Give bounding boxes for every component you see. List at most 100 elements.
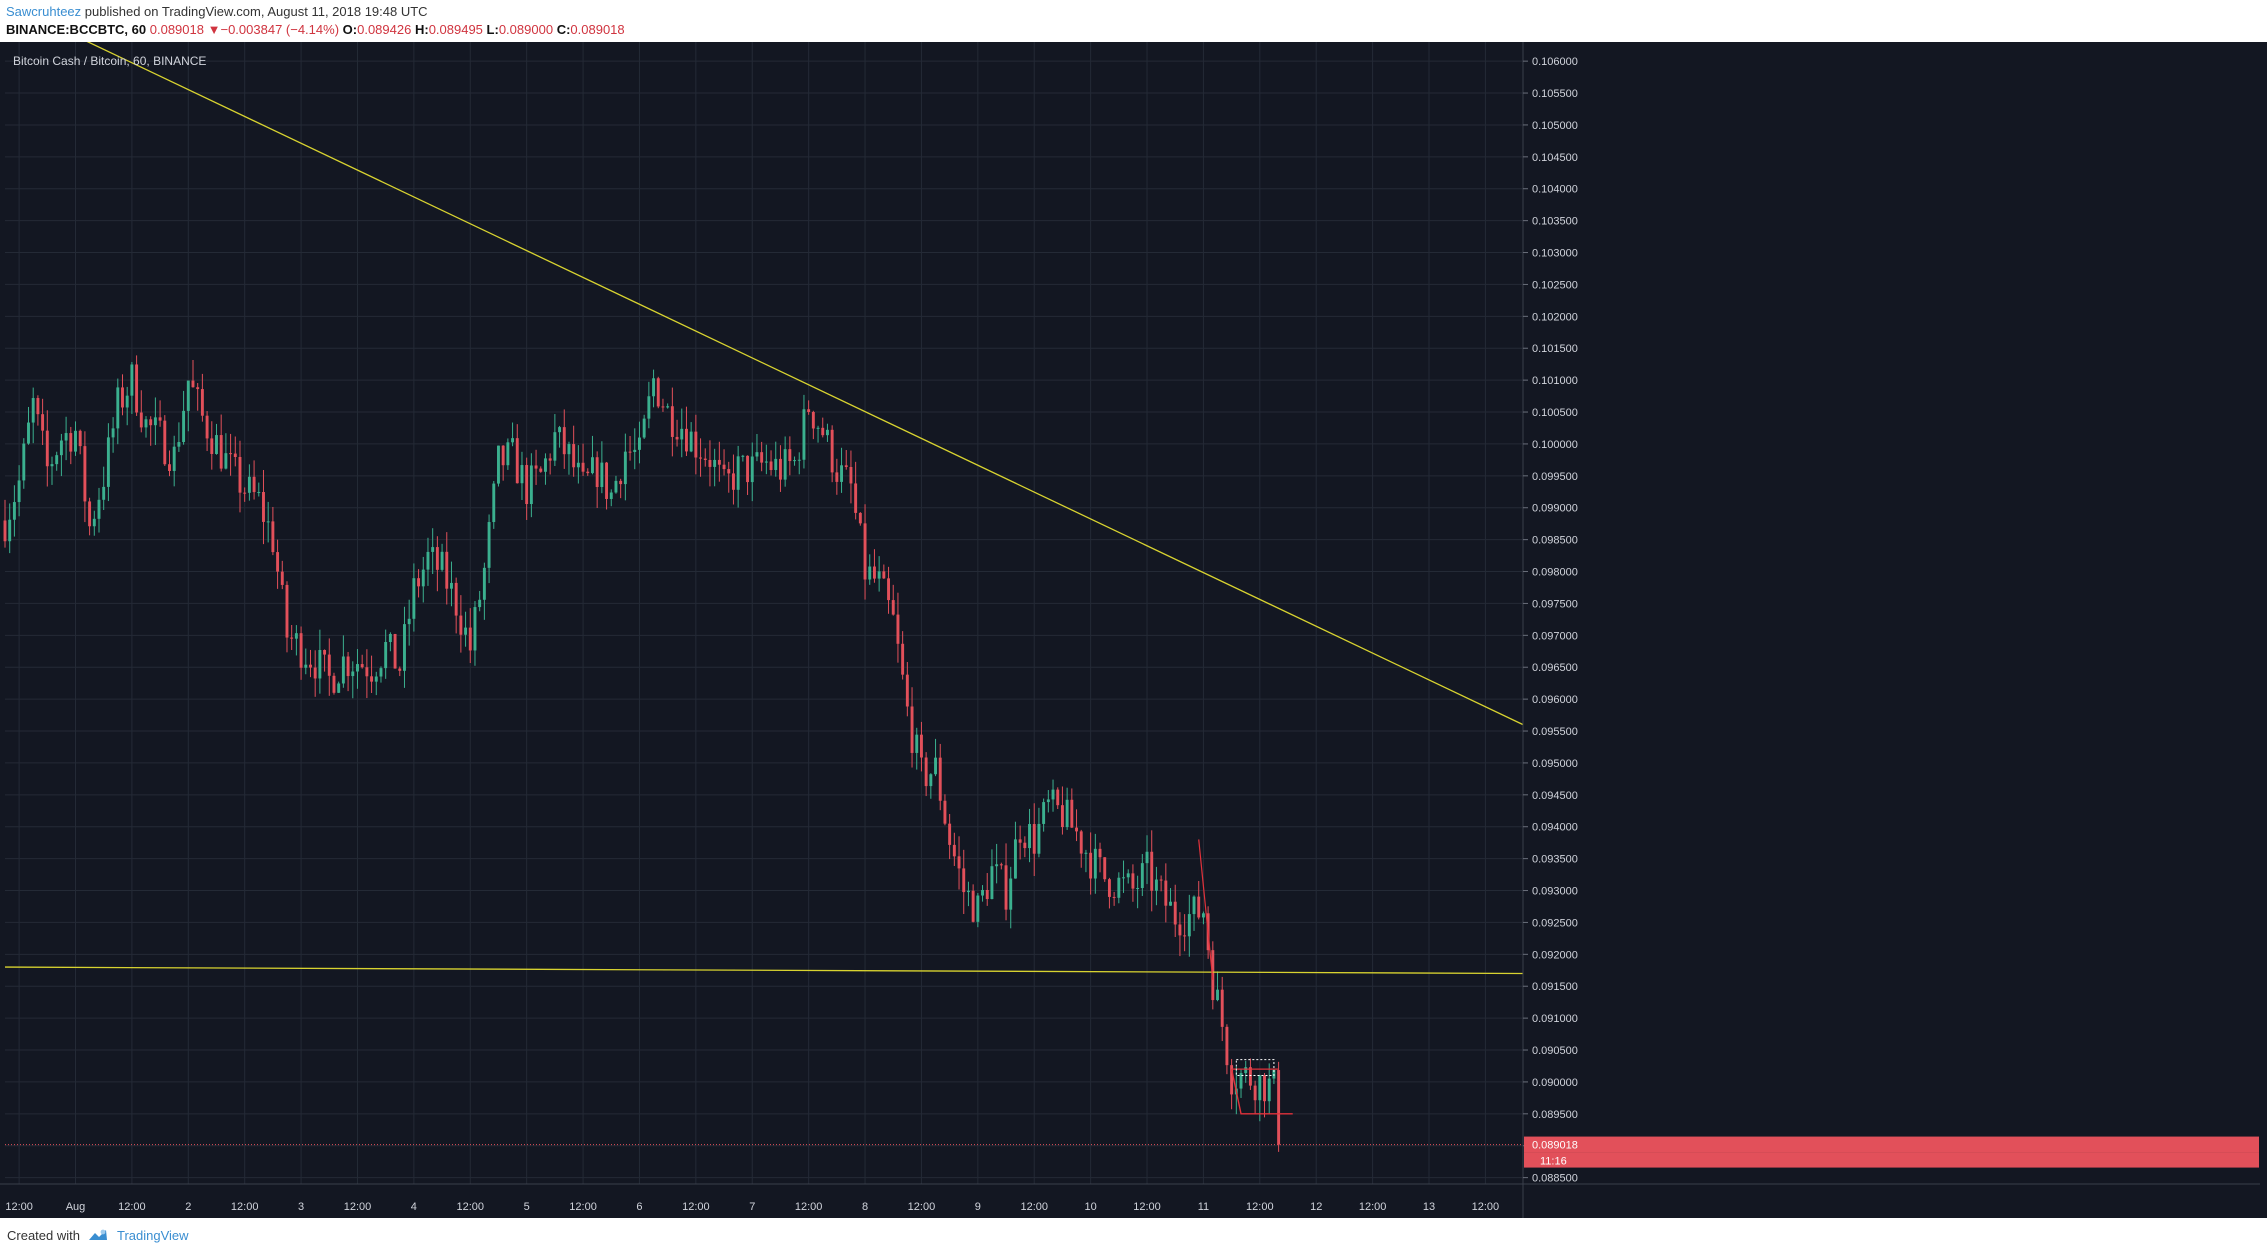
candle (778, 445, 782, 492)
candle (97, 487, 101, 533)
candle-body (407, 618, 411, 625)
candle (506, 438, 510, 470)
candle-body (1013, 839, 1017, 879)
candle (802, 394, 806, 469)
candle-body (370, 676, 374, 682)
candle (492, 480, 496, 529)
support-line[interactable] (1230, 1069, 1293, 1115)
candle-body (285, 584, 289, 638)
x-tick-label: 12:00 (795, 1201, 823, 1213)
candle (769, 450, 773, 476)
candle (699, 438, 703, 477)
candle (525, 457, 529, 520)
y-tick-label: 0.101500 (1532, 343, 1578, 355)
candle-body (88, 501, 92, 527)
candle (238, 440, 242, 513)
candle-body (205, 415, 209, 439)
candle (332, 672, 336, 695)
candle (793, 456, 797, 466)
candle (962, 849, 966, 914)
candle-body (182, 410, 186, 443)
author-link[interactable]: Sawcruhteez (6, 4, 82, 19)
candle-body (511, 438, 515, 443)
candle (872, 549, 876, 583)
candle-body (835, 472, 839, 482)
candle-body (168, 464, 171, 471)
candle-body (891, 600, 895, 615)
candle-body (821, 427, 825, 436)
candle (384, 629, 388, 679)
candle-body (421, 569, 425, 587)
x-tick-label: 12:00 (1020, 1201, 1048, 1213)
candle-body (868, 566, 872, 580)
low-label: L: (486, 22, 499, 37)
close-label: C: (556, 22, 571, 37)
candle-body (309, 664, 312, 668)
candle (1004, 843, 1008, 921)
candle-body (1009, 878, 1013, 910)
candle-body (1084, 852, 1088, 854)
candle-body (473, 607, 477, 651)
candle (1216, 971, 1219, 1002)
y-tick-label: 0.101000 (1532, 375, 1578, 387)
candle-body (642, 418, 646, 438)
candle-body (515, 438, 519, 484)
candle-body (595, 457, 599, 487)
candle-body (628, 451, 632, 453)
candle-body (196, 387, 200, 390)
x-tick-label: 5 (524, 1201, 530, 1213)
candle (1009, 866, 1013, 929)
y-tick-label: 0.093500 (1532, 854, 1578, 866)
candle (233, 436, 237, 467)
candle-body (417, 578, 421, 587)
candle (905, 661, 909, 717)
y-tick-label: 0.096500 (1532, 662, 1578, 674)
candle-body (764, 461, 768, 463)
candle-body (384, 642, 388, 669)
x-tick-label: 12 (1310, 1201, 1322, 1213)
time-axis[interactable]: 12:00 Aug 12:00 2 12:00 3 12:00 4 12:00 5 12:00 6 12… (0, 1183, 2260, 1213)
candle (652, 369, 656, 408)
candle (562, 409, 566, 469)
candle (539, 466, 543, 473)
price-axis[interactable]: 0.0885000.0890000.0895000.0900000.090500… (5, 42, 2259, 1218)
candle (591, 435, 594, 475)
candle-body (153, 417, 157, 426)
y-tick-label: 0.103000 (1532, 248, 1578, 260)
last-price-badge (1524, 1136, 2259, 1153)
tradingview-logo-icon[interactable] (88, 1228, 108, 1242)
candle-body (1004, 865, 1008, 910)
candle-body (1169, 901, 1172, 906)
candle-body (562, 427, 566, 455)
candle-body (1201, 913, 1205, 918)
candle (45, 410, 49, 487)
candle (1169, 888, 1172, 906)
drawings-group[interactable] (1198, 839, 1293, 1115)
candlestick-chart[interactable]: 0.0885000.0890000.0895000.0900000.090500… (0, 42, 2267, 1218)
candle (684, 406, 688, 457)
trendlines-group[interactable] (4, 42, 1524, 975)
candle-body (337, 683, 341, 693)
candle (8, 503, 12, 554)
candle-body (327, 654, 331, 676)
candle-body (638, 437, 641, 450)
x-tick-label: 8 (862, 1201, 868, 1213)
candle-body (731, 473, 735, 490)
candle (849, 450, 853, 504)
tradingview-link[interactable]: TradingView (117, 1228, 189, 1243)
pattern-box[interactable] (1235, 1059, 1275, 1077)
candle-body (539, 468, 543, 472)
candle-body (1140, 863, 1144, 889)
candle (1098, 842, 1102, 873)
candle-body (783, 449, 787, 480)
y-tick-label: 0.100000 (1532, 439, 1578, 451)
drawing-line[interactable] (1198, 839, 1214, 980)
y-tick-label: 0.091500 (1532, 981, 1578, 993)
trendline[interactable] (61, 42, 1524, 726)
candle-body (1267, 1078, 1271, 1102)
candle-body (478, 599, 482, 608)
trendline[interactable] (4, 966, 1524, 975)
candle (468, 608, 472, 664)
candle-body (1037, 823, 1041, 854)
candle-body (121, 387, 124, 408)
